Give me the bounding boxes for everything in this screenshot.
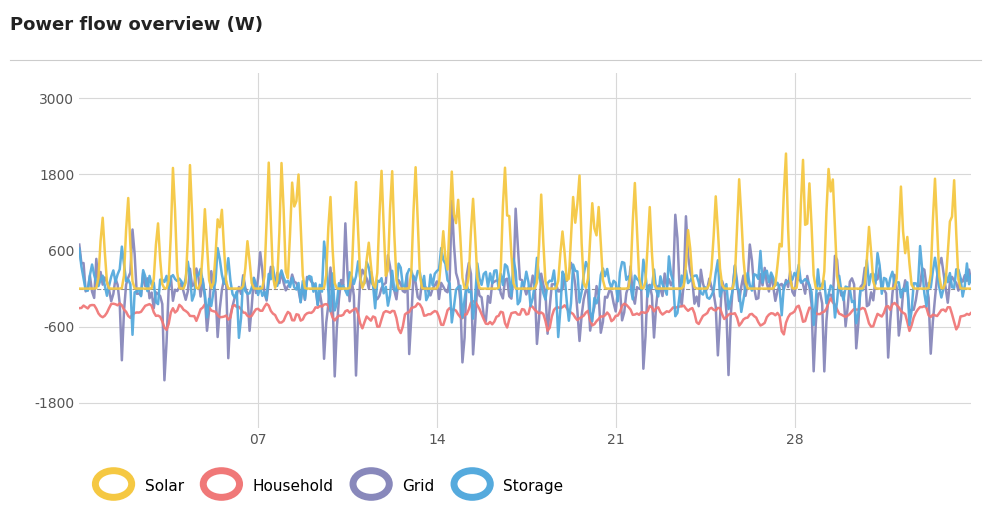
- Text: Power flow overview (W): Power flow overview (W): [10, 16, 263, 33]
- Legend: Solar, Household, Grid, Storage: Solar, Household, Grid, Storage: [88, 471, 570, 500]
